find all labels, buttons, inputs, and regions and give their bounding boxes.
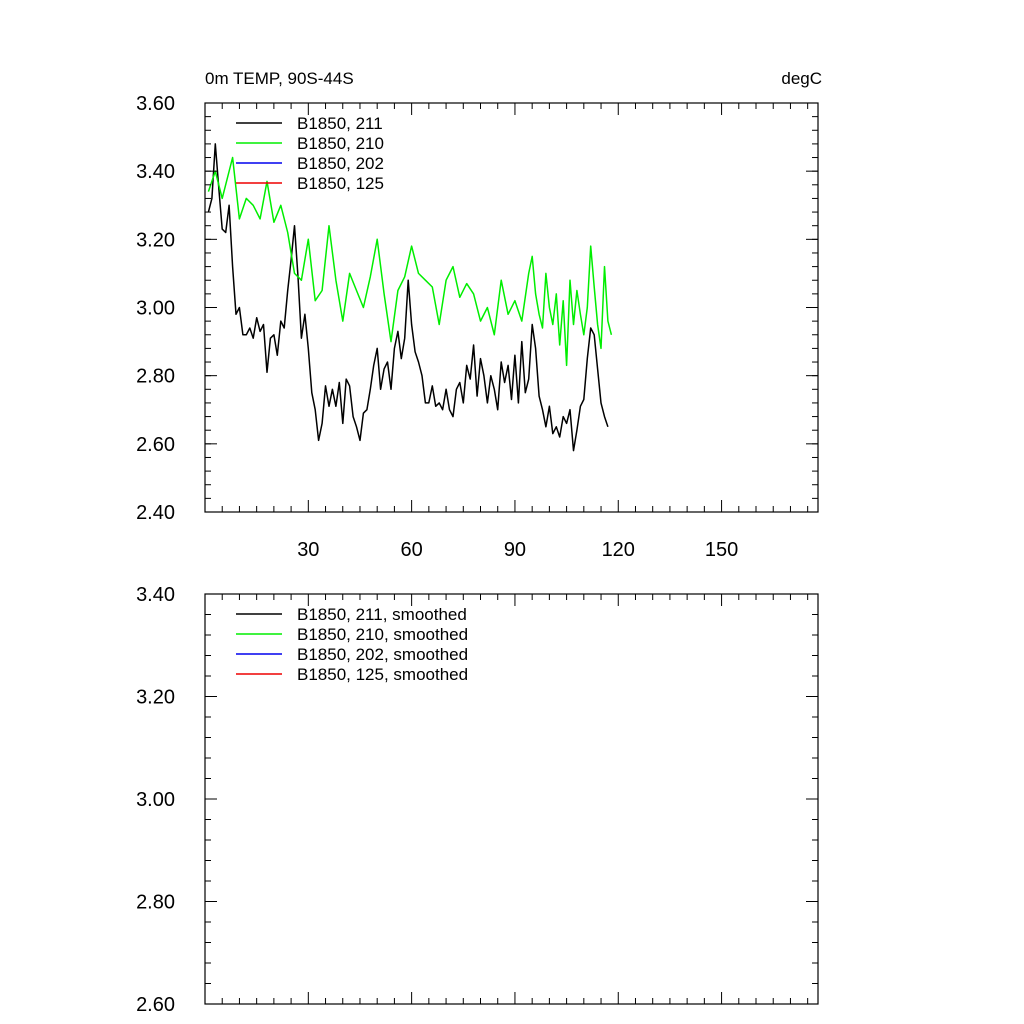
x-tick-label: 60: [401, 539, 423, 561]
y-tick-label: 3.20: [136, 687, 175, 709]
y-tick-label: 2.40: [136, 502, 175, 524]
x-tick-label: 30: [297, 539, 319, 561]
legend-label: B1850, 202: [297, 154, 384, 173]
legend-label: B1850, 125, smoothed: [297, 665, 468, 684]
top-chart-title: 0m TEMP, 90S-44S: [205, 69, 354, 88]
y-tick-label: 3.00: [136, 789, 175, 811]
y-tick-label: 3.00: [136, 298, 175, 320]
y-tick-label: 2.80: [136, 892, 175, 914]
y-tick-label: 2.60: [136, 434, 175, 456]
y-tick-label: 2.60: [136, 994, 175, 1016]
legend-label: B1850, 211: [297, 114, 383, 133]
legend-label: B1850, 202, smoothed: [297, 645, 468, 664]
x-tick-label: 90: [504, 539, 526, 561]
legend-label: B1850, 210, smoothed: [297, 625, 468, 644]
top-chart-panel: 0m TEMP, 90S-44S degC 2.40 2.60 2.80 3.00 3.…: [136, 69, 822, 561]
series-line-b1850-210: [207, 156, 613, 367]
y-tick-label: 2.80: [136, 366, 175, 388]
y-tick-label: 3.40: [136, 584, 175, 606]
legend-label: B1850, 210: [297, 134, 384, 153]
x-tick-label: 120: [602, 539, 635, 561]
top-chart-units: degC: [781, 69, 822, 88]
y-tick-label: 3.20: [136, 229, 175, 251]
bottom-chart-panel: 2.60 2.80 3.00 3.20 3.40 B1850, 211, smoothe…: [136, 584, 819, 1016]
x-tick-label: 150: [705, 539, 738, 561]
series-line-b1850-211: [207, 143, 609, 452]
y-tick-label: 3.40: [136, 161, 175, 183]
y-tick-label: 3.60: [136, 93, 175, 115]
legend-label: B1850, 211, smoothed: [297, 605, 467, 624]
legend-label: B1850, 125: [297, 174, 384, 193]
